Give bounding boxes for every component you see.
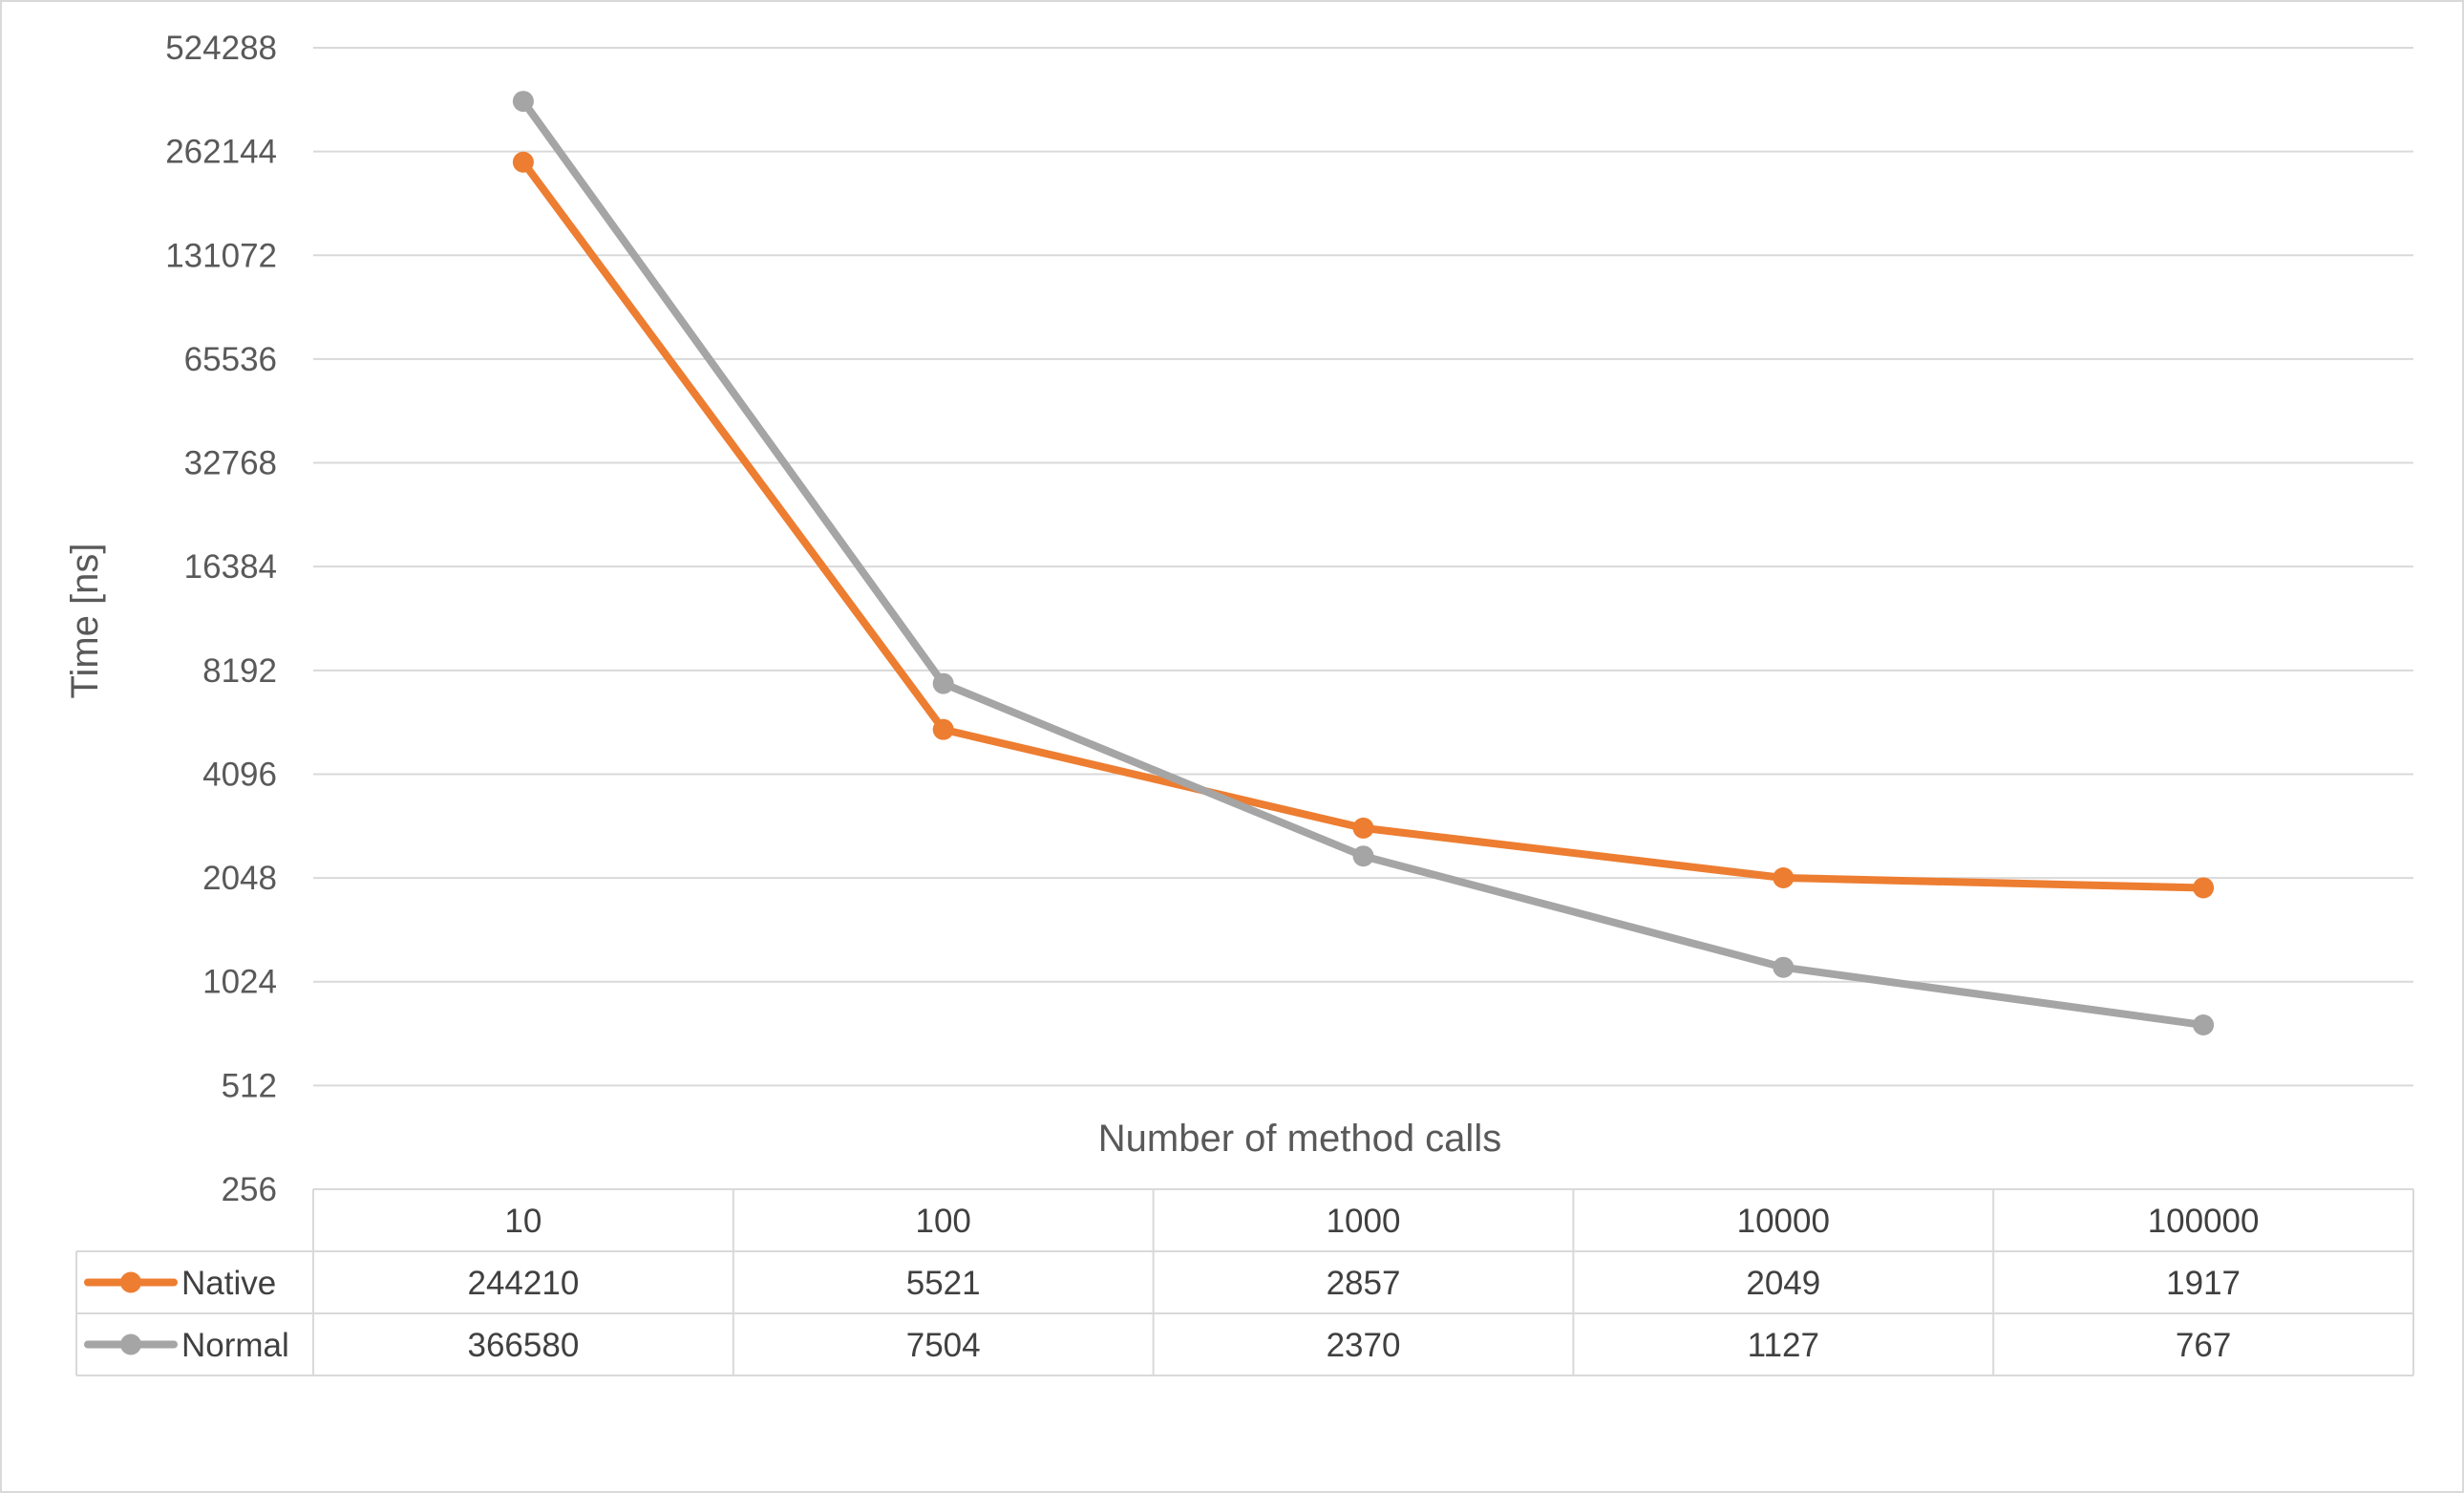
y-axis-title: Time [ns] — [64, 544, 106, 699]
series-line-normal — [519, 97, 2208, 1029]
y-tick-label: 65536 — [184, 341, 277, 378]
y-tick-label: 131072 — [165, 237, 277, 274]
plot-series — [512, 91, 2215, 1036]
y-tick-label: 2048 — [202, 860, 277, 897]
table-cell: 2049 — [1746, 1265, 1820, 1302]
gridlines — [313, 47, 2413, 1087]
table-cell: 366580 — [468, 1327, 580, 1364]
legend-series-name: Normal — [181, 1327, 289, 1364]
x-category-label: 100000 — [2148, 1203, 2260, 1240]
table-cell: 2857 — [1327, 1265, 1401, 1302]
y-tick-label: 256 — [222, 1171, 277, 1208]
table-cell: 1127 — [1748, 1327, 1819, 1364]
y-tick-label: 524288 — [165, 30, 277, 67]
y-tick-label: 4096 — [202, 756, 277, 793]
y-tick-label: 1024 — [202, 964, 277, 1001]
data-point-normal — [512, 91, 534, 113]
data-point-native — [2193, 877, 2215, 899]
data-point-native — [932, 718, 954, 740]
y-tick-label: 262144 — [165, 134, 277, 171]
data-point-native — [1773, 867, 1795, 889]
table-cell: 5521 — [906, 1265, 981, 1302]
data-point-native — [1352, 817, 1374, 839]
legend-series-name: Native — [181, 1265, 276, 1302]
table-cell: 767 — [2176, 1327, 2231, 1364]
table-cell: 1917 — [2166, 1265, 2241, 1302]
table-cell: 2370 — [1327, 1327, 1401, 1364]
data-table: 10 100 1000 10000 100000 Native 244210 5521 2857… — [75, 1188, 2414, 1376]
table-cell: 244210 — [468, 1265, 580, 1302]
y-tick-label: 32768 — [184, 445, 277, 482]
x-category-label: 10000 — [1737, 1203, 1830, 1240]
x-category-label: 1000 — [1327, 1203, 1401, 1240]
x-axis-title: Number of method calls — [1098, 1118, 1501, 1160]
y-tick-label: 512 — [222, 1067, 277, 1104]
x-category-label: 100 — [915, 1203, 970, 1240]
series-line-native — [519, 158, 2208, 892]
y-axis-ticks: 524288 262144 131072 65536 32768 16384 8192 409… — [165, 30, 277, 1208]
data-point-normal — [932, 672, 954, 694]
data-point-native — [512, 151, 534, 173]
data-point-normal — [2193, 1014, 2215, 1036]
y-tick-label: 16384 — [184, 548, 277, 586]
x-category-label: 10 — [504, 1203, 542, 1240]
legend-key-marker — [120, 1271, 141, 1293]
y-tick-label: 8192 — [202, 652, 277, 690]
data-point-normal — [1352, 845, 1374, 867]
table-cell: 7504 — [906, 1327, 981, 1364]
legend-key-marker — [120, 1333, 141, 1355]
data-point-normal — [1773, 956, 1795, 978]
